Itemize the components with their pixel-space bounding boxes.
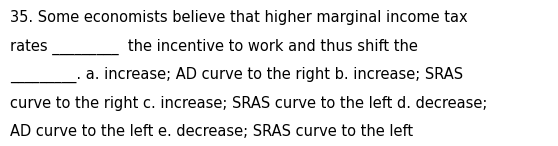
Text: AD curve to the left e. decrease; SRAS curve to the left: AD curve to the left e. decrease; SRAS c… — [10, 124, 413, 139]
Text: curve to the right c. increase; SRAS curve to the left d. decrease;: curve to the right c. increase; SRAS cur… — [10, 96, 488, 111]
Text: rates _________  the incentive to work and thus shift the: rates _________ the incentive to work an… — [10, 39, 418, 55]
Text: _________. a. increase; AD curve to the right b. increase; SRAS: _________. a. increase; AD curve to the … — [10, 67, 463, 83]
Text: 35. Some economists believe that higher marginal income tax: 35. Some economists believe that higher … — [10, 10, 468, 25]
